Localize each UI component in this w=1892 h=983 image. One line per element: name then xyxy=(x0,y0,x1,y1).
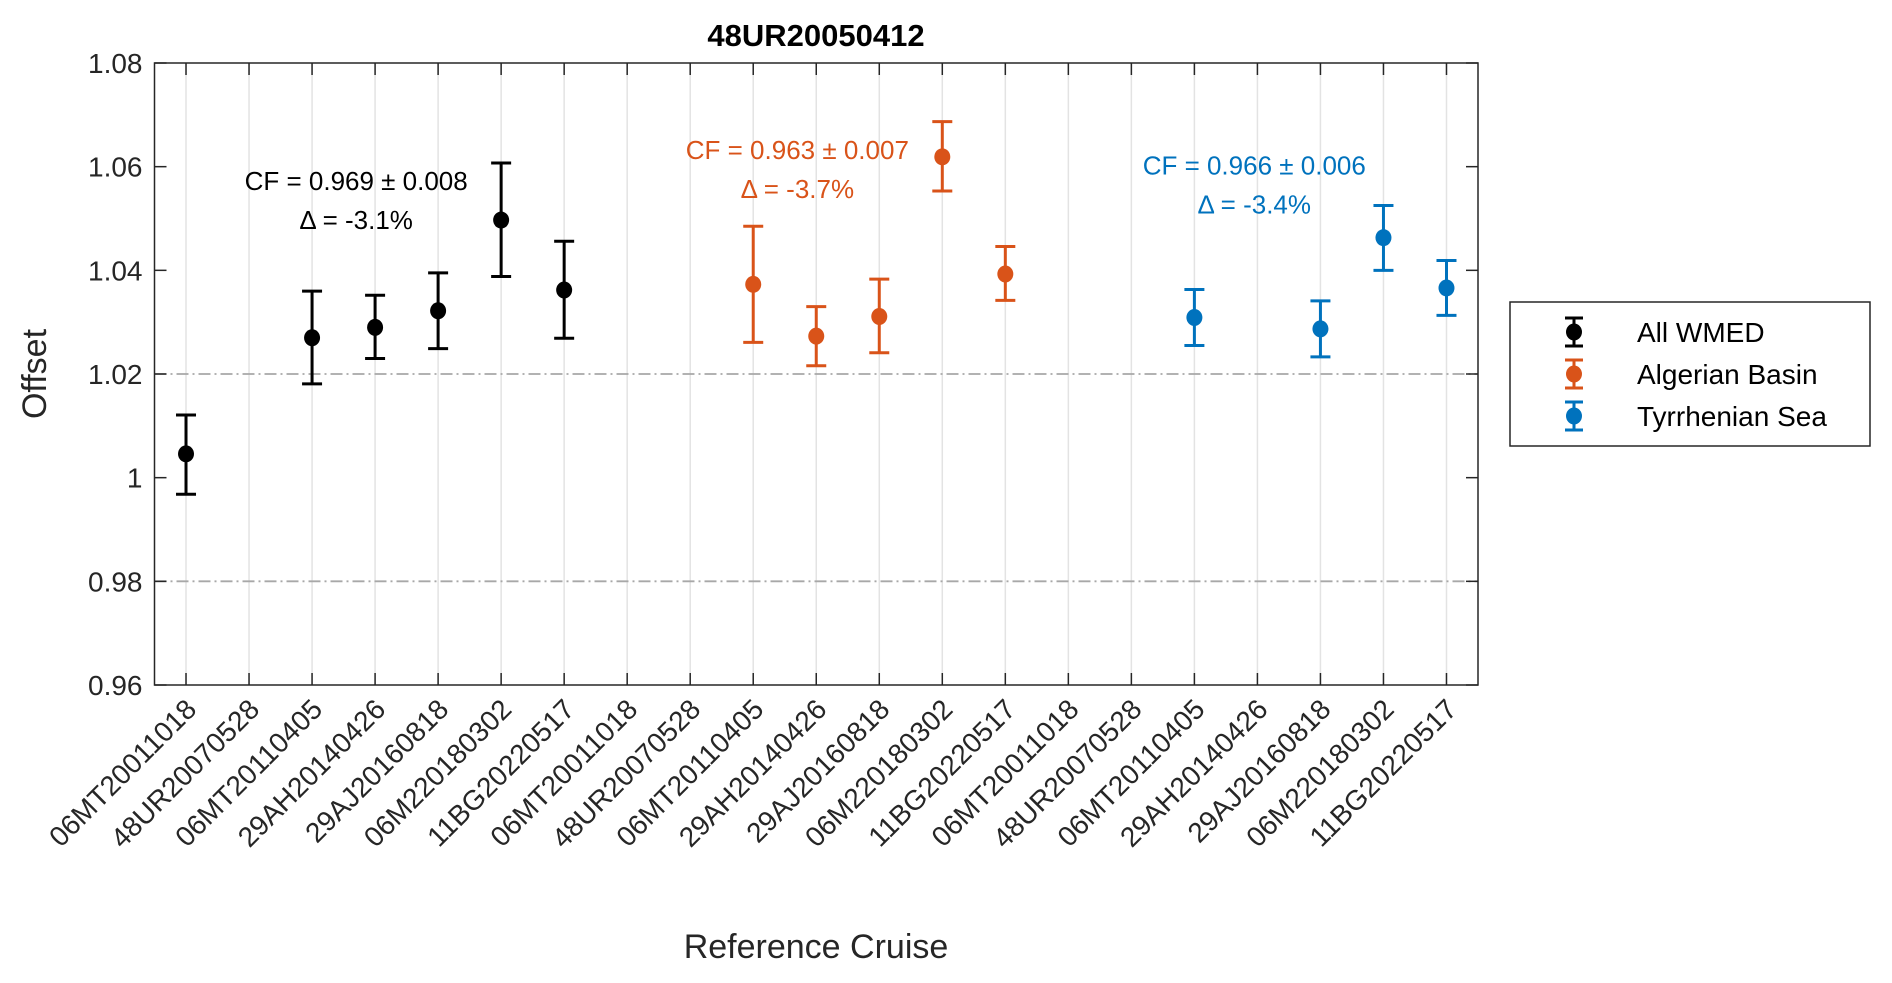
chart-title: 48UR20050412 xyxy=(707,18,924,53)
legend-label: All WMED xyxy=(1637,317,1765,348)
y-tick-label: 1.06 xyxy=(88,152,143,183)
annotation-text: Δ = -3.4% xyxy=(1198,189,1311,219)
data-point xyxy=(806,305,827,368)
data-point xyxy=(995,244,1016,302)
legend-item: Algerian Basin xyxy=(1565,358,1818,390)
data-marks xyxy=(176,120,1457,496)
marker xyxy=(430,302,447,320)
annotations: CF = 0.969 ± 0.008 Δ = -3.1% CF = 0.963 ± … xyxy=(245,135,1366,235)
marker xyxy=(934,148,951,166)
data-point xyxy=(1310,299,1331,359)
annotation-text: CF = 0.966 ± 0.006 xyxy=(1143,150,1366,180)
data-point xyxy=(302,289,323,386)
marker xyxy=(556,281,573,299)
y-tick-label: 0.98 xyxy=(88,566,143,597)
data-point xyxy=(365,293,386,360)
marker xyxy=(178,445,195,463)
legend-label: Tyrrhenian Sea xyxy=(1637,401,1827,432)
data-point xyxy=(932,120,953,193)
y-tick-label: 0.96 xyxy=(88,670,143,701)
data-point xyxy=(1184,288,1205,347)
marker xyxy=(1438,279,1455,297)
data-point xyxy=(176,413,197,496)
marker xyxy=(808,327,825,345)
legend-label: Algerian Basin xyxy=(1637,359,1818,390)
legend-marker xyxy=(1566,365,1582,383)
annotation-text: CF = 0.963 ± 0.007 xyxy=(686,135,909,165)
marker xyxy=(304,329,321,347)
annotation-text: Δ = -3.1% xyxy=(299,205,412,235)
annotation-text: Δ = -3.7% xyxy=(741,174,854,204)
data-point xyxy=(554,239,575,340)
y-axis-label: Offset xyxy=(16,328,54,419)
legend-marker xyxy=(1566,323,1582,341)
legend: All WMED Algerian Basin Tyrrhenian Sea xyxy=(1509,301,1871,447)
data-point xyxy=(428,271,449,351)
marker xyxy=(997,265,1014,283)
y-tick-label: 1.08 xyxy=(88,48,143,79)
data-point xyxy=(869,277,890,355)
y-tick-label: 1.02 xyxy=(88,359,143,390)
legend-item: All WMED xyxy=(1565,316,1765,348)
legend-marker xyxy=(1566,407,1582,425)
data-point xyxy=(743,224,764,344)
x-axis-label: Reference Cruise xyxy=(684,928,949,966)
y-tick-label: 1.04 xyxy=(88,255,143,286)
marker xyxy=(745,275,762,293)
legend-item: Tyrrhenian Sea xyxy=(1565,400,1827,432)
y-tick-label: 1 xyxy=(127,463,143,494)
data-point xyxy=(1436,258,1457,317)
marker xyxy=(1375,229,1392,247)
marker xyxy=(1186,309,1203,327)
marker xyxy=(493,211,510,229)
marker xyxy=(367,318,384,336)
data-point xyxy=(1373,204,1394,272)
marker xyxy=(871,307,888,325)
annotation-text: CF = 0.969 ± 0.008 xyxy=(245,166,468,196)
data-point xyxy=(491,161,512,279)
marker xyxy=(1312,320,1329,338)
